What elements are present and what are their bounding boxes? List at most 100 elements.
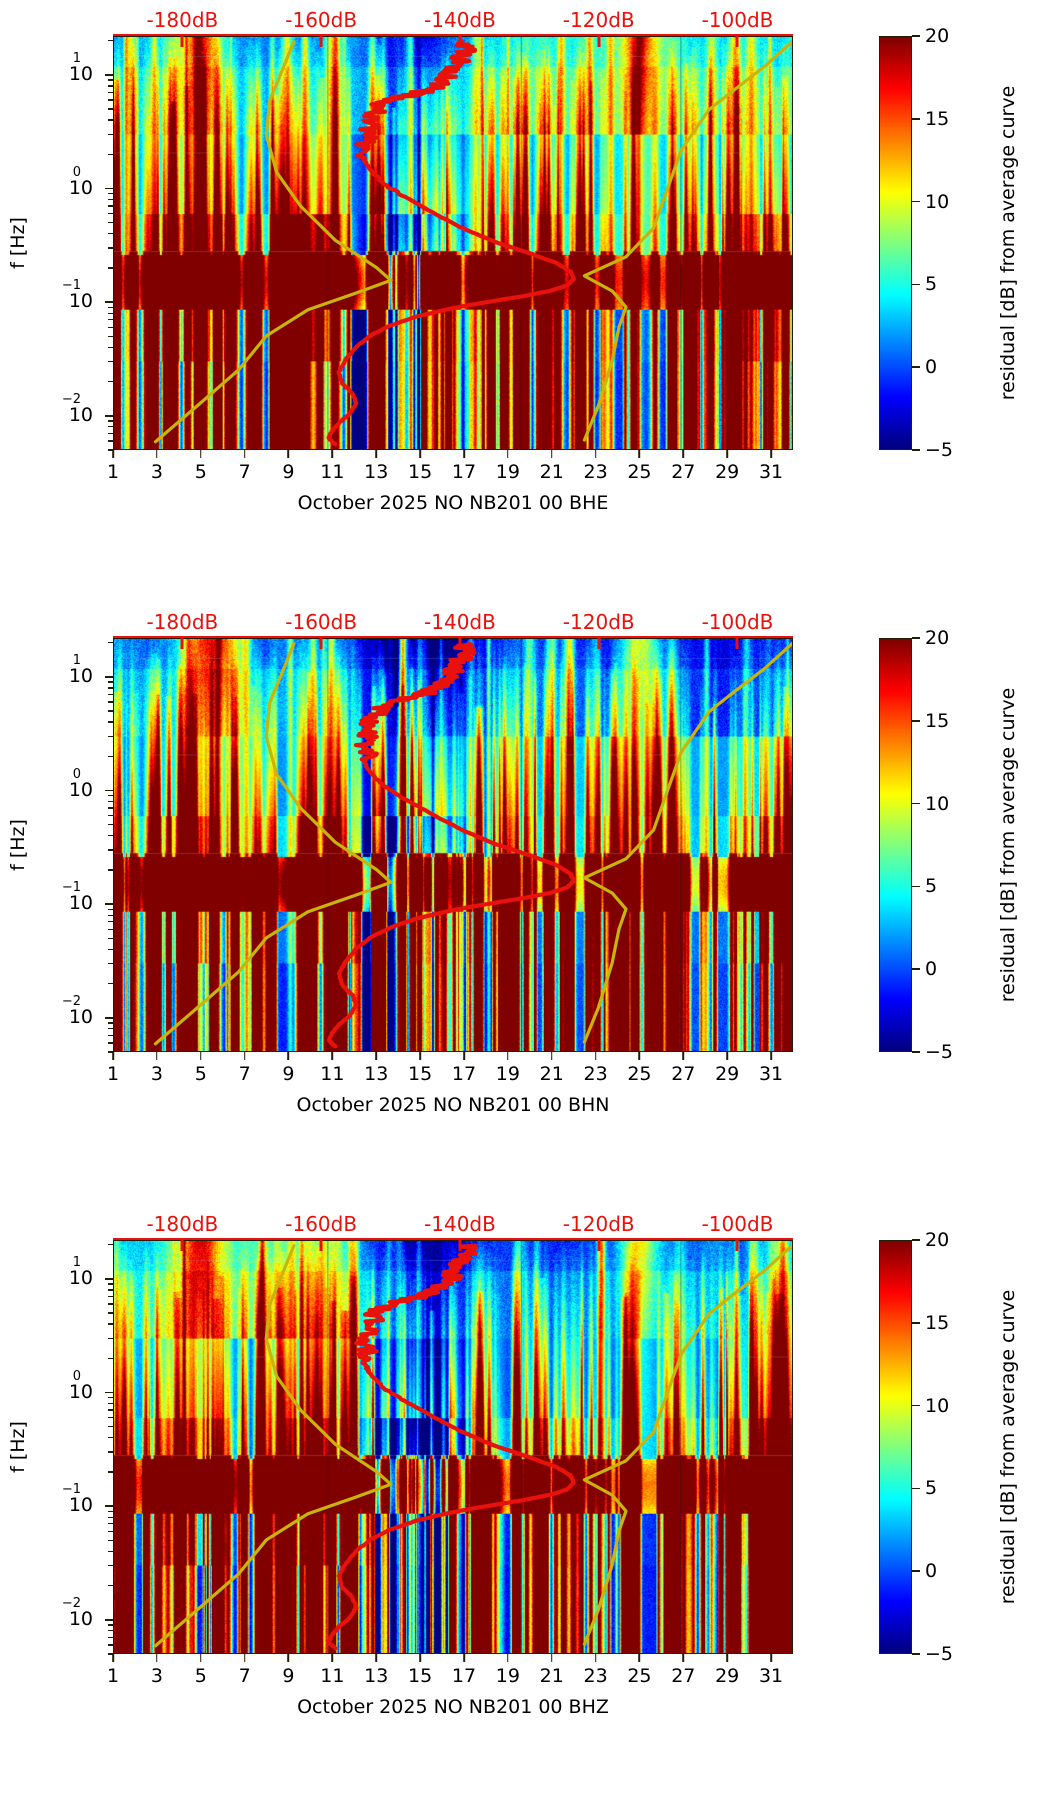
x-tick bbox=[638, 1654, 641, 1662]
colorbar-tick-label: −5 bbox=[925, 1041, 954, 1063]
x-tick-label: 27 bbox=[671, 1063, 696, 1085]
colorbar-tick-label: 20 bbox=[925, 627, 950, 649]
noise-model-low bbox=[153, 40, 393, 444]
colorbar-tick-label: 20 bbox=[925, 25, 950, 47]
y-minor-tick bbox=[108, 1337, 113, 1339]
y-minor-tick bbox=[108, 701, 113, 703]
y-minor-tick bbox=[108, 233, 113, 235]
colorbar-tick-label: 10 bbox=[925, 792, 950, 815]
y-tick bbox=[105, 187, 113, 190]
psd-curve bbox=[326, 39, 576, 447]
y-tick bbox=[105, 1391, 113, 1394]
y-minor-tick bbox=[108, 1028, 113, 1030]
top-db-tick bbox=[319, 638, 323, 649]
x-tick-label: 11 bbox=[320, 461, 345, 483]
y-minor-tick bbox=[108, 1417, 113, 1419]
y-minor-tick bbox=[108, 1510, 113, 1512]
x-tick bbox=[507, 1654, 509, 1662]
y-minor-tick bbox=[108, 1402, 113, 1405]
noise-model-high bbox=[582, 1244, 792, 1646]
top-db-label: -120dB bbox=[562, 610, 635, 634]
y-tick bbox=[105, 1016, 113, 1019]
x-tick-label: 3 bbox=[150, 1665, 163, 1687]
top-db-tick bbox=[597, 36, 601, 47]
y-minor-tick bbox=[108, 1451, 113, 1453]
y-minor-tick bbox=[108, 687, 113, 689]
y-axis-label-bhn: f [Hz] bbox=[7, 819, 29, 871]
colorbar-tick-label: 0 bbox=[925, 356, 938, 379]
y-tick bbox=[105, 414, 113, 417]
x-tick-label: 25 bbox=[627, 1063, 652, 1085]
overlay-curves-bhe bbox=[153, 39, 792, 447]
x-tick-label: 27 bbox=[671, 1665, 696, 1687]
x-tick-label: 5 bbox=[194, 1063, 207, 1085]
y-minor-tick bbox=[108, 222, 113, 224]
x-tick-label: 13 bbox=[364, 461, 389, 483]
colorbar-tick bbox=[912, 1051, 920, 1053]
y-minor-tick bbox=[108, 1051, 113, 1053]
x-tick-label: 1 bbox=[106, 1665, 120, 1687]
colorbar-tick bbox=[912, 1322, 920, 1324]
y-tick bbox=[105, 74, 113, 76]
x-tick-label: 1 bbox=[106, 1063, 120, 1085]
top-db-axis-bhe bbox=[113, 34, 793, 37]
top-db-axis-bhn bbox=[113, 636, 793, 639]
x-tick bbox=[375, 1052, 378, 1060]
x-tick bbox=[550, 450, 553, 458]
colorbar-tick bbox=[912, 1487, 920, 1490]
x-tick bbox=[638, 450, 641, 458]
x-tick bbox=[243, 1654, 246, 1662]
top-db-tick bbox=[735, 638, 739, 649]
x-tick-label: 19 bbox=[495, 461, 520, 483]
x-tick bbox=[726, 450, 728, 458]
x-tick-label: 11 bbox=[320, 1063, 345, 1085]
colorbar-tick bbox=[912, 449, 920, 451]
y-minor-tick bbox=[108, 800, 113, 803]
x-tick bbox=[594, 1654, 597, 1662]
colorbar-bhe bbox=[879, 36, 912, 450]
y-minor-tick bbox=[108, 440, 113, 442]
y-minor-tick bbox=[108, 807, 113, 809]
x-tick-label: 3 bbox=[150, 1063, 163, 1085]
x-tick bbox=[156, 1052, 158, 1060]
colorbar-tick-label: 10 bbox=[925, 190, 950, 213]
top-db-tick bbox=[597, 638, 601, 649]
x-tick bbox=[726, 1654, 728, 1662]
x-tick bbox=[463, 1654, 465, 1662]
x-tick-label: 9 bbox=[282, 1063, 295, 1085]
x-axis-label-bhz: October 2025 NO NB201 00 BHZ bbox=[297, 1696, 609, 1718]
x-tick bbox=[156, 1654, 158, 1662]
x-tick-label: 23 bbox=[583, 1665, 608, 1687]
top-db-tick bbox=[458, 36, 462, 47]
colorbar-bhz bbox=[879, 1240, 912, 1654]
top-db-label: -140dB bbox=[424, 610, 496, 634]
y-axis-label-bhe: f [Hz] bbox=[7, 217, 29, 269]
top-db-label: -180dB bbox=[146, 8, 219, 32]
x-tick-label: 23 bbox=[583, 461, 608, 483]
x-tick bbox=[199, 450, 202, 458]
y-minor-tick bbox=[108, 420, 113, 422]
colorbar-tick bbox=[912, 366, 920, 368]
x-tick bbox=[507, 1052, 509, 1060]
x-tick bbox=[287, 450, 290, 458]
top-db-tick bbox=[597, 1240, 601, 1251]
y-minor-tick bbox=[108, 921, 113, 923]
x-tick-label: 21 bbox=[539, 1063, 564, 1085]
x-tick bbox=[682, 1654, 685, 1662]
top-db-tick bbox=[735, 36, 739, 47]
colorbar-tick-label: 5 bbox=[925, 875, 938, 898]
x-tick bbox=[331, 450, 334, 458]
y-minor-tick bbox=[108, 721, 113, 723]
x-tick-label: 17 bbox=[451, 1063, 477, 1085]
x-tick-label: 21 bbox=[539, 461, 564, 483]
top-db-tick bbox=[319, 36, 323, 47]
y-minor-tick bbox=[108, 937, 113, 940]
top-db-tick bbox=[458, 1240, 462, 1251]
y-minor-tick bbox=[108, 710, 113, 712]
x-tick-label: 11 bbox=[320, 1665, 345, 1687]
y-minor-tick bbox=[108, 849, 113, 851]
x-tick-label: 9 bbox=[282, 461, 295, 483]
y-minor-tick bbox=[108, 1437, 113, 1439]
top-db-tick bbox=[319, 1240, 323, 1251]
y-minor-tick bbox=[108, 681, 113, 683]
